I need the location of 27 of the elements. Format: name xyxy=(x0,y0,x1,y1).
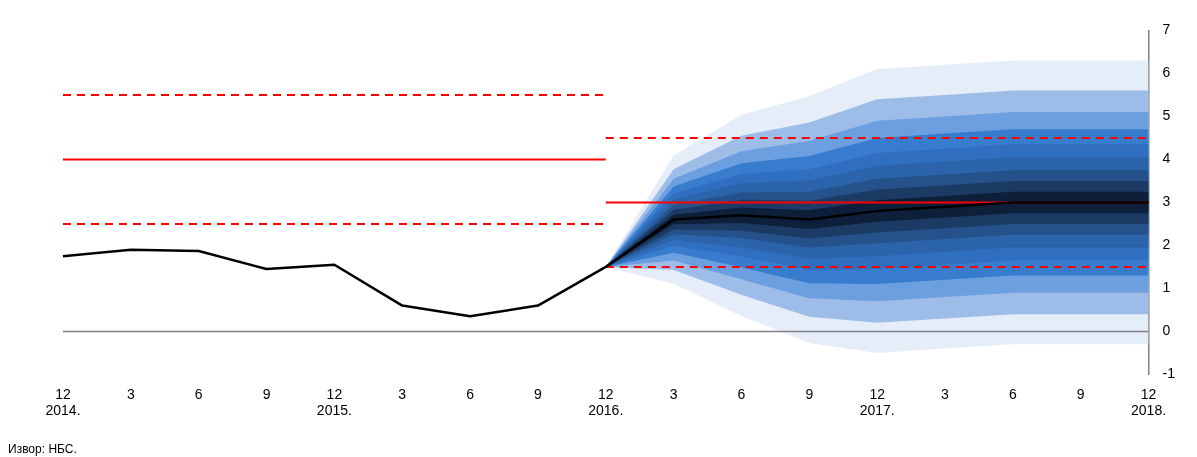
x-tick-label: 3 xyxy=(941,385,950,402)
y-tick-label: 6 xyxy=(1162,64,1171,81)
text: Извор: НБС. xyxy=(8,442,78,456)
y-tick-label: 1 xyxy=(1162,279,1171,296)
x-tick-label: 12 2016. xyxy=(588,385,624,419)
y-tick-label: 5 xyxy=(1162,107,1171,124)
x-tick-label: 3 xyxy=(669,385,678,402)
y-tick-label: 7 xyxy=(1162,21,1171,38)
y-tick-label: 0 xyxy=(1162,322,1171,339)
y-tick-label: -1 xyxy=(1162,365,1176,382)
x-tick-label: 6 xyxy=(466,385,475,402)
x-tick-label: 9 xyxy=(805,385,814,402)
x-tick-label: 9 xyxy=(1076,385,1085,402)
y-tick-label: 2 xyxy=(1162,236,1171,253)
y-tick-label: 4 xyxy=(1162,150,1171,167)
x-tick-label: 12 2014. xyxy=(45,385,81,419)
x-tick-label: 9 xyxy=(534,385,543,402)
x-tick-label: 6 xyxy=(737,385,746,402)
x-tick-label: 3 xyxy=(398,385,407,402)
y-tick-label: 3 xyxy=(1162,193,1171,210)
x-tick-label: 12 2018. xyxy=(1131,385,1167,419)
x-tick-label: 6 xyxy=(1008,385,1017,402)
x-tick-label: 9 xyxy=(262,385,271,402)
x-tick-label: 6 xyxy=(194,385,203,402)
x-tick-label: 3 xyxy=(126,385,135,402)
x-tick-label: 12 2017. xyxy=(859,385,895,419)
x-tick-label: 12 2015. xyxy=(316,385,352,419)
